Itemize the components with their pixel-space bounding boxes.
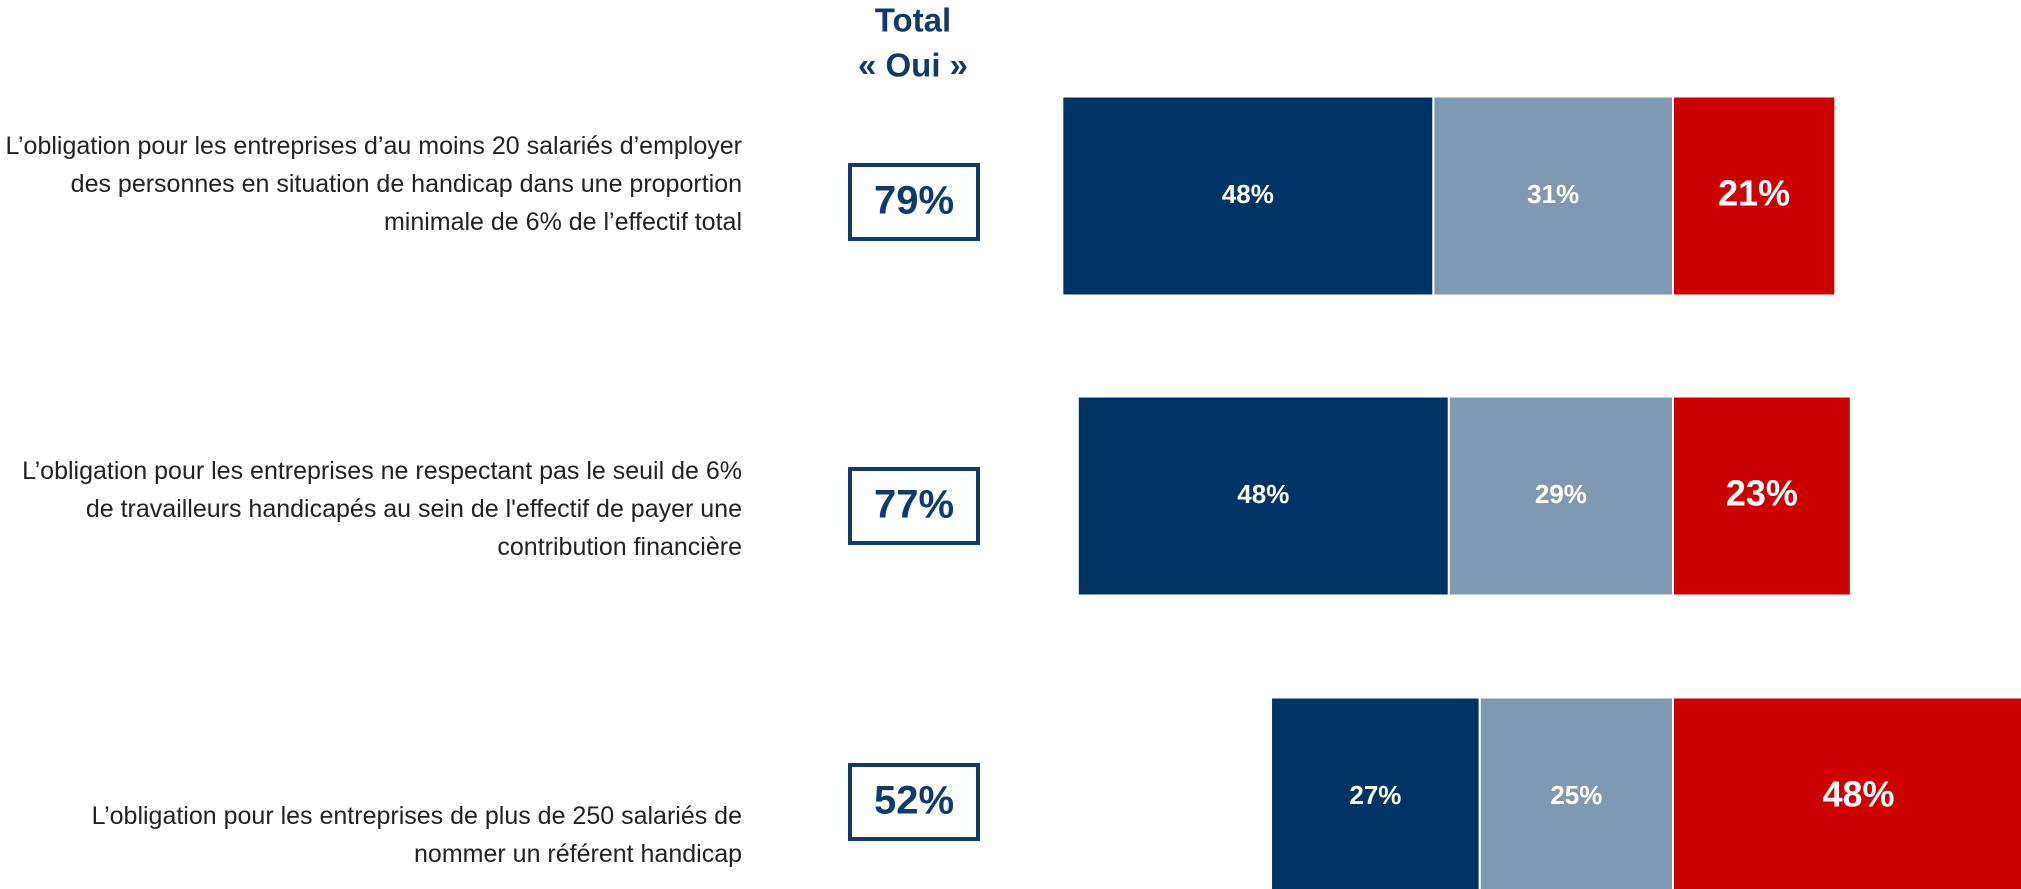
bar-segment: [1672, 395, 1852, 597]
total-label: 79%: [874, 179, 954, 223]
bar-segment: [1447, 395, 1674, 597]
total-label: 77%: [874, 483, 954, 527]
bar-segment: [1672, 95, 1837, 297]
total-header: Total: [875, 2, 951, 39]
data-label: 31%: [1527, 179, 1579, 209]
category-label: L’obligation pour les entreprises d’au m…: [5, 132, 742, 236]
total-box: [848, 163, 980, 241]
bar-segment: [1432, 95, 1674, 297]
bar-segment: [1076, 395, 1450, 597]
data-label: 29%: [1535, 479, 1587, 509]
data-label: 48%: [1822, 774, 1894, 815]
total-box: [848, 467, 980, 545]
total-label: 52%: [874, 779, 954, 823]
total-box: [848, 763, 980, 841]
bar-segment: [1270, 696, 1481, 889]
data-label: 21%: [1718, 173, 1790, 214]
data-label: 25%: [1550, 780, 1602, 810]
data-label: 23%: [1726, 473, 1798, 514]
bar-segment: [1672, 696, 2021, 889]
total-header: « Oui »: [858, 47, 968, 84]
category-label: L’obligation pour les entreprises ne res…: [22, 457, 742, 561]
category-label: L’obligation pour les entreprises de plu…: [91, 802, 742, 868]
bar-segment: [1478, 696, 1674, 889]
data-label: 48%: [1237, 479, 1289, 509]
data-label: 48%: [1222, 179, 1274, 209]
data-label: 27%: [1349, 780, 1401, 810]
